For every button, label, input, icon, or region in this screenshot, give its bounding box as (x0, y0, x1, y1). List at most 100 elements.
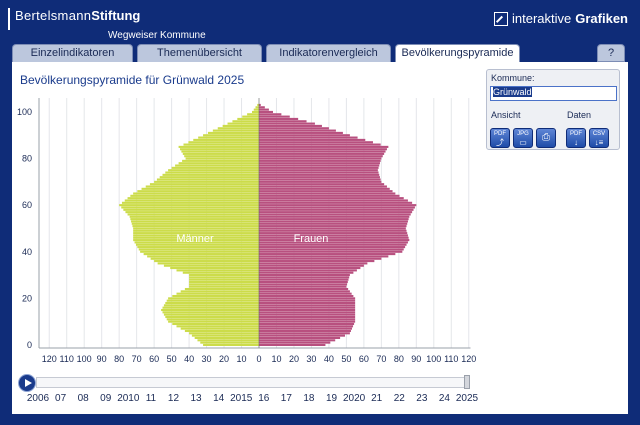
female-bar (259, 157, 382, 160)
female-bar (259, 229, 407, 232)
female-bar (259, 148, 387, 151)
male-bar (150, 257, 259, 260)
female-bar (259, 176, 380, 179)
male-bar (133, 234, 259, 237)
year-label[interactable]: 21 (371, 393, 383, 404)
female-bar (259, 106, 265, 109)
y-tick-label: 60 (22, 200, 32, 210)
male-bar (168, 320, 259, 323)
year-label[interactable]: 2010 (117, 393, 140, 404)
year-label[interactable]: 24 (438, 393, 450, 404)
x-tick-label: 40 (184, 354, 194, 364)
timeline-thumb[interactable] (464, 375, 470, 389)
male-bar (182, 152, 259, 155)
male-bar (172, 322, 259, 326)
x-tick-label: 50 (341, 354, 351, 364)
male-bar (133, 239, 259, 242)
year-label[interactable]: 11 (145, 393, 157, 404)
male-bar (253, 108, 259, 111)
male-bar (119, 204, 259, 207)
female-label: Frauen (294, 233, 329, 245)
x-tick-label: 120 (461, 354, 476, 364)
year-label[interactable]: 16 (258, 393, 270, 404)
chart-title: Bevölkerungspyramide für Grünwald 2025 (20, 73, 245, 87)
csv-data-button[interactable]: CSV ↓≡ (589, 128, 609, 148)
pdf-data-button[interactable]: PDF ↓ (566, 128, 586, 148)
year-label[interactable]: 14 (213, 393, 225, 404)
tab-indikatorenvergleich[interactable]: Indikatorenvergleich (266, 44, 391, 62)
x-tick-label: 100 (77, 354, 92, 364)
female-bar (259, 208, 414, 211)
jpg-view-button[interactable]: JPG ▭ (513, 128, 533, 148)
female-bar (259, 155, 383, 158)
year-label[interactable]: 07 (55, 393, 67, 404)
year-label[interactable]: 12 (167, 393, 180, 404)
female-bar (259, 187, 390, 190)
male-bar (159, 176, 259, 179)
female-bar (259, 162, 380, 165)
timeline-track[interactable] (36, 377, 466, 388)
female-bar (259, 274, 350, 277)
female-bar (259, 127, 329, 130)
year-label[interactable]: 18 (303, 393, 315, 404)
female-bar (259, 241, 408, 244)
year-label[interactable]: 09 (100, 393, 112, 404)
male-bar (165, 301, 259, 305)
year-label[interactable]: 2015 (230, 393, 253, 404)
year-label[interactable]: 22 (393, 393, 405, 404)
male-bar (132, 225, 259, 228)
male-bar (247, 113, 259, 116)
brand-subtitle: Wegweiser Kommune (108, 30, 206, 41)
help-button[interactable]: ? (597, 44, 625, 62)
kommune-input[interactable]: Grünwald (490, 86, 617, 101)
play-icon[interactable] (18, 374, 36, 392)
pdf-view-button[interactable]: PDF ⤴ (490, 128, 510, 148)
female-bar (259, 341, 331, 344)
year-label[interactable]: 2006 (26, 393, 50, 404)
female-bar (259, 218, 409, 221)
female-bar (259, 308, 356, 312)
print-button[interactable]: ⎙ (536, 128, 556, 148)
female-bar (259, 220, 408, 223)
female-bar (259, 283, 348, 286)
x-tick-label: 70 (376, 354, 386, 364)
male-bar (133, 192, 259, 195)
year-label[interactable]: 2020 (342, 393, 366, 404)
female-bar (259, 120, 307, 123)
male-bar (168, 297, 259, 300)
tab-bevoelkerungspyramide[interactable]: Bevölkerungspyramide (395, 44, 520, 62)
male-bar (176, 292, 259, 295)
jpg-view-label: JPG (517, 131, 529, 137)
female-bar (259, 192, 396, 195)
female-bar (259, 278, 349, 281)
female-bar (259, 290, 350, 293)
male-bar (133, 236, 259, 239)
year-labels: 2006 07 08 09 2010 11 12 13 14 2015 16 17 18 19 2020 21… (12, 393, 628, 407)
male-bar (165, 171, 259, 174)
male-bar (162, 306, 259, 309)
male-bar (176, 269, 259, 272)
tab-themenuebersicht[interactable]: Themenübersicht (137, 44, 262, 62)
male-bar (123, 208, 260, 211)
female-bar (259, 329, 351, 333)
x-tick-label: 80 (394, 354, 404, 364)
main-content: Bevölkerungspyramide für Grünwald 2025 0… (12, 62, 628, 414)
kommune-label: Kommune: (491, 73, 535, 83)
tab-einzelindikatoren[interactable]: Einzelindikatoren (12, 44, 133, 62)
x-tick-label: 40 (324, 354, 334, 364)
year-label[interactable]: 08 (77, 393, 89, 404)
male-bar (130, 194, 259, 197)
year-label[interactable]: 19 (325, 393, 338, 404)
female-bar (259, 315, 356, 319)
year-label[interactable]: 23 (416, 393, 428, 404)
male-bar (134, 241, 259, 244)
male-bar (124, 199, 259, 202)
year-label[interactable]: 2025 (455, 393, 479, 404)
male-bar (137, 190, 259, 193)
female-bar (259, 260, 375, 263)
male-bar (193, 138, 259, 141)
female-bar (259, 339, 336, 342)
year-label[interactable]: 13 (190, 393, 202, 404)
pdf-data-label: PDF (570, 131, 582, 137)
year-label[interactable]: 17 (280, 393, 292, 404)
